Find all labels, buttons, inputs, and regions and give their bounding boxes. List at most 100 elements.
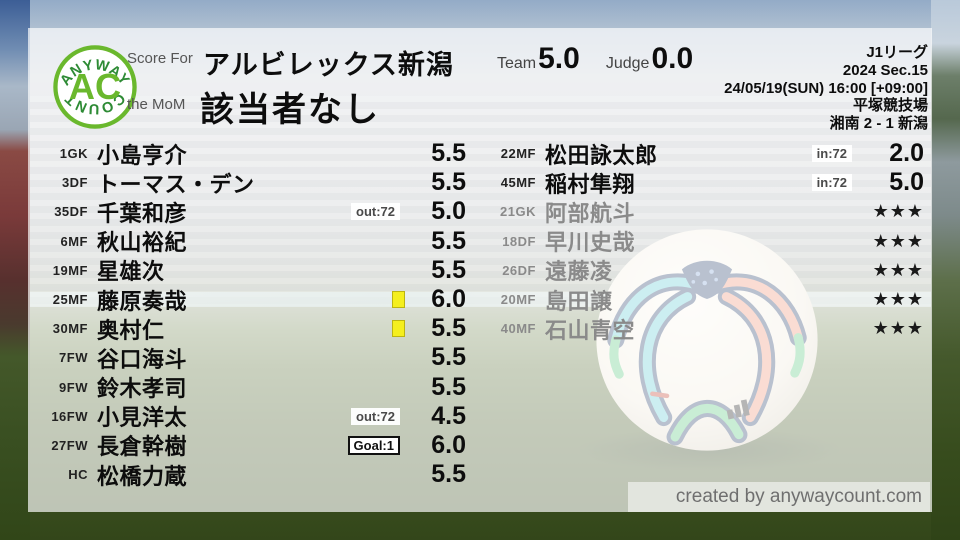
score-for-label: Score For [127,50,193,67]
player-name: 鈴木孝司 [97,376,188,402]
player-row: 6MF 秋山裕紀 5.5 [40,226,467,256]
player-name: トーマス・デン [97,171,255,197]
player-number-position: 22MF [500,146,536,162]
player-number-position: 45MF [500,175,536,191]
stadium-right-edge [931,0,960,540]
player-row: 45MF 稲村隼翔 in:72 5.0 [490,168,924,197]
goal-badge: Goal:1 [347,435,400,455]
player-score: 5.5 [431,372,466,401]
player-row: 25MF 藤原奏哉 6.0 [40,285,466,314]
player-number-position: 16FW [51,408,88,424]
player-name: 小見洋太 [97,405,188,431]
player-row: 9FW 鈴木孝司 5.5 [40,373,466,402]
player-number-position: 19MF [52,262,88,278]
player-row: 35DF 千葉和彦 out:72 5.0 [40,197,466,226]
yellow-card-icon [392,320,405,338]
player-row: 26DF 遠藤凌 ★★★ [490,256,924,285]
player-score: 5.0 [889,168,924,197]
player-row: 30MF 奥村仁 5.5 [40,314,466,343]
player-name: 千葉和彦 [97,200,188,226]
player-row: 16FW 小見洋太 out:72 4.5 [40,402,466,431]
player-row: 18DF 早川史哉 ★★★ [490,227,924,256]
match-info-line: 平塚競技場 [852,97,928,115]
team-judge-scores: Team 5.0 Judge 0.0 [497,42,693,76]
judge-score-value: 0.0 [651,42,694,75]
player-number-position: 30MF [52,321,88,337]
match-info-line: J1リーグ [866,44,928,61]
player-number-position: 20MF [500,292,536,308]
sub-badge: in:72 [811,174,852,192]
player-row: 22MF 松田詠太郎 in:72 2.0 [490,139,924,168]
player-score: 2.0 [889,139,924,168]
player-row: 40MF 石山青空 ★★★ [490,314,924,343]
stadium-left-edge [0,0,30,540]
player-number-position: 6MF [60,233,88,249]
player-row: 7FW 谷口海斗 5.5 [40,343,466,372]
mom-value-title: 該当者なし [200,91,380,129]
player-name: 阿部航斗 [545,200,636,226]
player-name: 小島亨介 [97,142,188,168]
player-score: ★★★ [872,201,924,222]
player-score: ★★★ [872,230,924,251]
player-score: 5.5 [431,255,466,284]
team-score-value: 5.0 [538,42,580,75]
match-info-line: 24/05/19(SUN) 16:00 [+09:00] [724,79,928,97]
match-info-line: 2024 Sec.15 [842,61,928,79]
player-row: 27FW 長倉幹樹 Goal:1 6.0 [40,431,466,460]
player-name: 稲村隼翔 [545,171,636,197]
match-info-line: 湘南 2 - 1 新潟 [829,115,928,133]
player-score: 5.5 [431,314,466,343]
player-number-position: 40MF [500,321,536,337]
player-score: ★★★ [872,259,924,280]
player-number-position: 25MF [52,292,88,308]
player-number-position: 18DF [502,233,536,249]
team-score-label: Team [497,55,537,72]
player-name: 奥村仁 [97,317,165,343]
player-number-position: 7FW [59,350,88,366]
player-row: 20MF 島田譲 ★★★ [490,285,924,314]
player-row: 19MF 星雄次 5.5 [40,256,466,285]
player-score: 5.5 [431,168,466,197]
sub-badge: out:72 [351,407,400,425]
player-number-position: 1GK [59,146,88,162]
white-overlay-panel [28,28,932,512]
player-name: 星雄次 [97,259,165,285]
team-name-title: アルビレックス新潟 [203,50,454,80]
match-info-block: J1リーグ 2024 Sec.15 24/05/19(SUN) 16:00 [+09… [724,44,928,133]
player-score: 6.0 [431,430,466,459]
player-number-position: 21GK [500,204,536,220]
player-score: 5.5 [431,343,466,372]
anywaycount-logo: ANYWAY COUNT AC [53,45,137,129]
player-number-position: HC [68,467,88,483]
player-number-position: 35DF [54,204,88,220]
player-score: 4.5 [431,401,466,430]
player-name: 藤原奏哉 [97,288,188,314]
mom-label: the MoM [127,96,186,113]
credit-text: created by anywaycount.com [675,486,922,507]
credit-bar: created by anywaycount.com [628,482,930,512]
player-row: HC 松橋力蔵 5.5 [40,460,466,489]
player-number-position: 9FW [59,379,88,395]
player-score: 5.5 [431,226,466,255]
sub-badge: out:72 [351,203,400,221]
yellow-card-icon [392,291,405,309]
player-name: 長倉幹樹 [97,434,188,460]
substitutes-list: 22MF 松田詠太郎 in:72 2.0 45MF 稲村隼翔 in:72 5.0… [490,139,924,343]
player-name: 秋山裕紀 [97,230,188,256]
player-number-position: 26DF [502,262,536,278]
player-row: 3DF トーマス・デン 5.5 [40,168,466,197]
player-number-position: 27FW [51,437,88,453]
player-score: ★★★ [872,289,924,310]
player-score: 5.5 [431,460,466,489]
player-name: 谷口海斗 [97,346,188,372]
logo-ac-text: AC [69,66,121,107]
player-number-position: 3DF [61,175,88,191]
judge-score-label: Judge [605,55,650,72]
player-name: 遠藤凌 [545,259,613,285]
player-row: 1GK 小島亨介 5.5 [40,139,466,168]
player-score: 6.0 [431,285,466,314]
player-name: 島田譲 [545,288,613,314]
sub-badge: in:72 [811,145,852,163]
player-name: 早川史哉 [545,230,636,256]
